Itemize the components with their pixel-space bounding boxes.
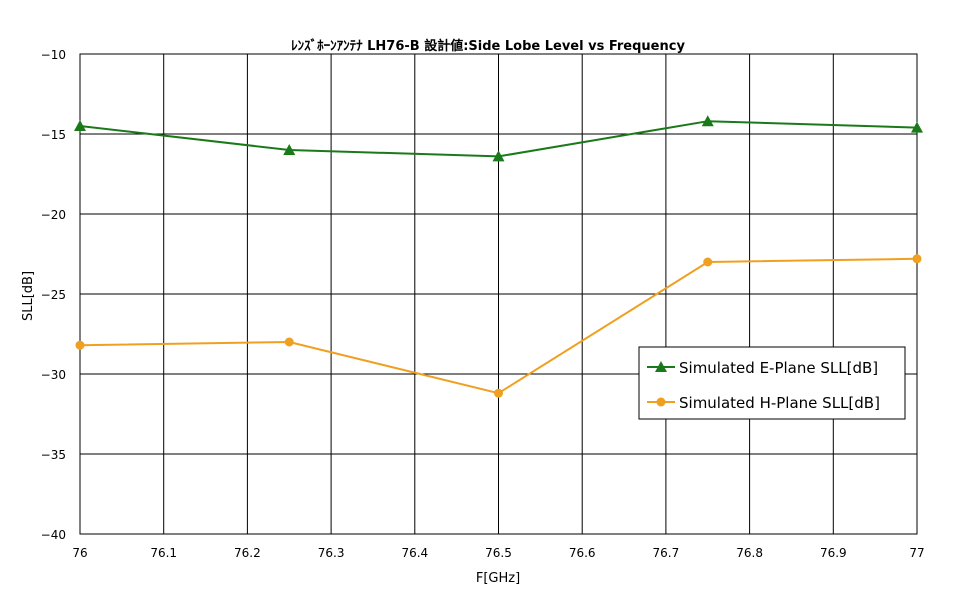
x-tick-label: 76.6 — [569, 546, 596, 560]
y-tick-label: −35 — [41, 448, 66, 462]
data-point — [494, 388, 503, 398]
x-axis-label: F[GHz] — [476, 571, 520, 586]
legend-swatch-marker — [656, 397, 666, 407]
data-point — [912, 254, 922, 264]
y-axis-ticks: −10 −15 −20 −25 −30 −35 −40 — [41, 48, 66, 542]
x-tick-label: 77 — [909, 546, 924, 560]
x-tick-label: 76 — [72, 546, 87, 560]
y-tick-label: −20 — [41, 208, 66, 222]
series-layer — [74, 115, 923, 398]
y-tick-label: −30 — [41, 368, 66, 382]
x-tick-label: 76.9 — [820, 546, 847, 560]
x-axis-ticks: 76 76.1 76.2 76.3 76.4 76.5 76.6 76.7 76.8 76.9 77 — [72, 546, 924, 560]
x-tick-label: 76.2 — [234, 546, 261, 560]
legend-entry-label: Simulated E-Plane SLL[dB] — [679, 359, 878, 377]
y-tick-label: −40 — [41, 528, 66, 542]
legend-box — [638, 346, 906, 420]
x-tick-label: 76.3 — [318, 546, 345, 560]
chart-title: ﾚﾝｽﾞﾎｰﾝｱﾝﾃﾅ LH76-B 設計値:Side Lobe Level v… — [291, 38, 685, 54]
x-tick-label: 76.8 — [736, 546, 763, 560]
x-tick-label: 76.1 — [150, 546, 177, 560]
y-tick-label: −25 — [41, 288, 66, 302]
y-tick-label: −10 — [41, 48, 66, 62]
series-h-plane — [75, 254, 922, 398]
y-tick-label: −15 — [41, 128, 66, 142]
legend-entry-label: Simulated H-Plane SLL[dB] — [679, 394, 880, 412]
data-point — [701, 115, 714, 127]
series-e-plane — [74, 115, 923, 162]
x-tick-label: 76.4 — [401, 546, 428, 560]
x-tick-label: 76.7 — [653, 546, 680, 560]
legend: Simulated E-Plane SLL[dB] Simulated H-Pla… — [638, 346, 906, 420]
data-point — [703, 257, 713, 267]
data-point — [74, 120, 86, 131]
data-point — [492, 150, 505, 162]
data-point — [283, 144, 296, 155]
y-axis-label: SLL[dB] — [21, 271, 36, 321]
data-point — [284, 337, 294, 347]
data-point — [911, 121, 923, 133]
grid — [79, 53, 918, 535]
x-tick-label: 76.5 — [485, 546, 512, 560]
data-point — [75, 340, 85, 350]
legend-swatch-marker — [655, 361, 667, 372]
